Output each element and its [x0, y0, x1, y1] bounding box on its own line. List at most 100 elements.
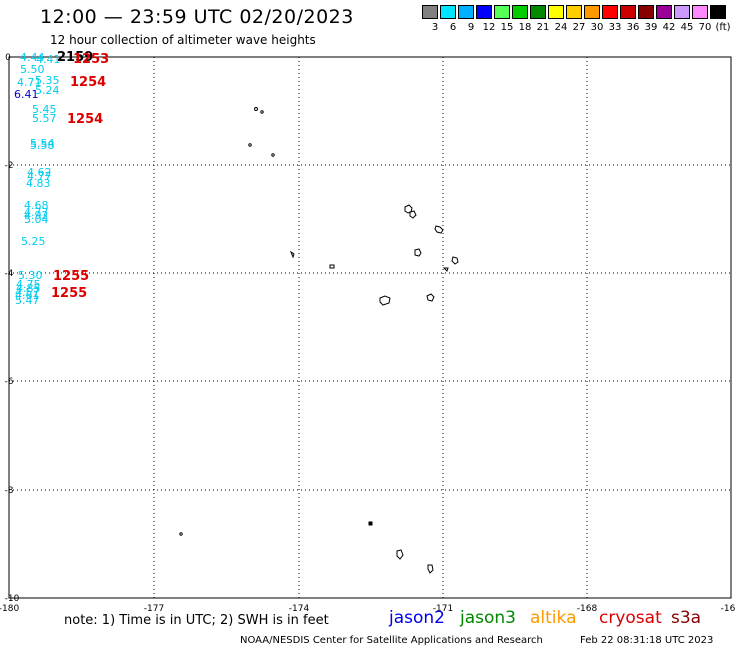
island: [289, 250, 295, 259]
swh-value: 5.57: [32, 112, 57, 125]
island: [329, 264, 335, 269]
scale-label: 42: [662, 22, 676, 33]
island: [427, 564, 434, 574]
lon-label: -177: [144, 604, 164, 614]
island: [379, 295, 391, 306]
scale-swatch: [674, 5, 690, 19]
scale-label: 24: [554, 22, 568, 33]
scale-label: (ft): [715, 22, 731, 33]
island: [442, 267, 449, 272]
lon-label: -174: [289, 604, 310, 614]
swh-value: 4.68: [24, 199, 49, 212]
island-outlines: [179, 107, 459, 574]
lat-label: -6: [5, 377, 14, 387]
swh-value: 4.85: [16, 282, 41, 295]
credit-line: NOAA/NESDIS Center for Satellite Applica…: [240, 635, 543, 646]
scale-swatch: [710, 5, 726, 19]
map-frame: [8, 56, 732, 599]
scale-label: 21: [536, 22, 550, 33]
sat-legend-s3a: s3a: [671, 608, 702, 628]
scale-swatch: [476, 5, 492, 19]
scale-swatch: [584, 5, 600, 19]
lat-label: -4: [5, 269, 14, 279]
swh-value: 4.71: [17, 76, 42, 89]
scale-label: 15: [500, 22, 514, 33]
lat-gridlines: [9, 164, 731, 491]
pass-time-labels: 2159 1253 1254 1254 1255 1255: [51, 50, 109, 301]
scale-label: 3: [431, 22, 439, 33]
swh-value: 5.24: [35, 84, 60, 97]
island: [271, 153, 275, 157]
scale-swatch: [530, 5, 546, 19]
swh-value: 5.54: [30, 137, 55, 150]
swh-value: 4.57: [15, 286, 40, 299]
scale-label: 39: [644, 22, 658, 33]
lat-label: -2: [5, 161, 14, 171]
scale-label: 27: [572, 22, 586, 33]
scale-swatch: [512, 5, 528, 19]
island: [396, 549, 404, 560]
island: [179, 532, 183, 536]
scale-swatch: [440, 5, 456, 19]
lon-label: -168: [577, 604, 598, 614]
scale-swatch: [656, 5, 672, 19]
island: [434, 225, 444, 234]
time-label: 1254: [70, 75, 106, 90]
scale-label: 18: [518, 22, 532, 33]
scale-label: 12: [482, 22, 496, 33]
sat-legend-altika: altika: [530, 608, 577, 628]
swh-value: 5.58: [30, 139, 55, 152]
swh-value: 5.35: [35, 74, 60, 87]
lon-tick-labels: -180 -177 -174 -171 -168 -16: [0, 604, 736, 614]
scale-swatch: [692, 5, 708, 19]
footnote: note: 1) Time is in UTC; 2) SWH is in fe…: [64, 613, 329, 628]
sat-legend-jason3: jason3: [460, 608, 516, 628]
swh-value: 4.77: [24, 206, 49, 219]
time-label: 1253: [73, 52, 109, 67]
scale-label: 33: [608, 22, 622, 33]
swh-value: 4.61: [15, 289, 40, 302]
swh-value: 4.44: [20, 51, 45, 64]
swh-value: 4.41: [36, 53, 61, 66]
scale-swatch: [602, 5, 618, 19]
chart-subtitle: 12 hour collection of altimeter wave hei…: [50, 33, 316, 47]
island: [260, 110, 264, 114]
swh-value: 4.83: [26, 177, 51, 190]
swh-value: 4.92: [24, 209, 49, 222]
island: [451, 256, 459, 265]
swh-value: 5.30: [18, 269, 43, 282]
island: [254, 107, 258, 111]
island: [426, 293, 435, 302]
island: [414, 248, 422, 257]
swh-value: 5.50: [20, 63, 45, 76]
time-label: 1254: [67, 112, 103, 127]
time-label: 1255: [53, 269, 89, 284]
scale-swatch: [566, 5, 582, 19]
lon-gridlines: [153, 57, 588, 598]
lat-label: -10: [5, 594, 20, 604]
lat-label: -8: [5, 486, 14, 496]
swh-value: 4.75: [16, 278, 41, 291]
lat-label: 0: [5, 53, 11, 63]
swh-value: 5.25: [21, 235, 46, 248]
scale-label: 6: [449, 22, 457, 33]
lon-label: -180: [0, 604, 19, 614]
lon-label: -16: [721, 604, 736, 614]
scale-swatch: [458, 5, 474, 19]
scale-label: 9: [467, 22, 475, 33]
time-label: 1255: [51, 286, 87, 301]
scale-label: 30: [590, 22, 604, 33]
scale-swatch: [422, 5, 438, 19]
swh-value: 5.04: [24, 213, 49, 226]
swh-value: 4.62: [27, 166, 52, 179]
swh-values: 4.44 4.41 5.50 4.71 5.35 5.24 6.41 5.45 …: [14, 51, 61, 307]
island: [248, 143, 252, 147]
swh-value: 5.45: [32, 103, 57, 116]
scale-label: 45: [680, 22, 694, 33]
island: [409, 210, 417, 219]
chart-title: 12:00 — 23:59 UTC 02/20/2023: [40, 6, 354, 28]
scale-swatch: [620, 5, 636, 19]
swh-value: 5.47: [15, 294, 40, 307]
scale-swatch: [548, 5, 564, 19]
